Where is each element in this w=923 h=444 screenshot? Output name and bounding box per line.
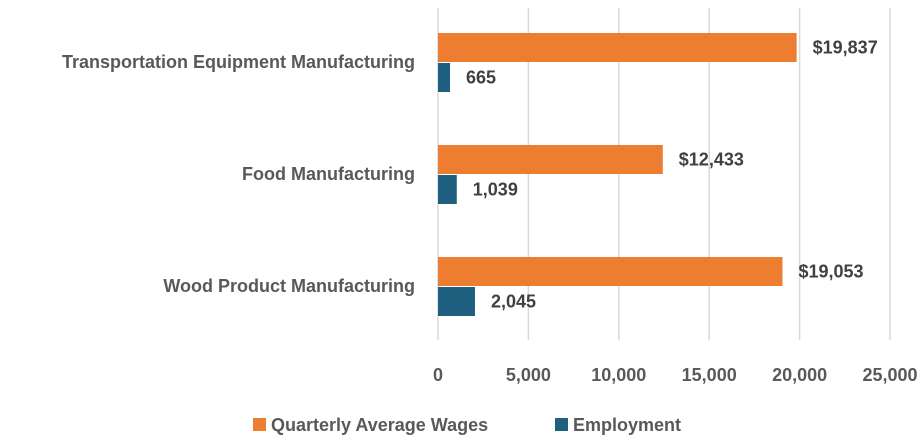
x-tick-label-4: 20,000: [772, 365, 827, 385]
data-label-employment-food-manufacturing: 1,039: [473, 180, 518, 200]
legend: Quarterly Average Wages Employment: [253, 415, 681, 435]
category-label-transportation-equipment-manufacturing: Transportation Equipment Manufacturing: [62, 52, 415, 72]
x-tick-label-0: 0: [433, 365, 443, 385]
bar-employment-wood-product-manufacturing: [438, 287, 475, 316]
x-tick-label-1: 5,000: [506, 365, 551, 385]
bar-employment-transportation-equipment-manufacturing: [438, 63, 451, 92]
data-label-employment-wood-product-manufacturing: 2,045: [491, 292, 536, 312]
bar-quarterly-average-wages-wood-product-manufacturing: [438, 257, 783, 286]
data-label-quarterly-average-wages-wood-product-manufacturing: $19,053: [798, 262, 863, 282]
bar-quarterly-average-wages-food-manufacturing: [438, 145, 663, 174]
bar-quarterly-average-wages-transportation-equipment-manufacturing: [438, 33, 797, 62]
data-label-quarterly-average-wages-food-manufacturing: $12,433: [679, 150, 744, 170]
x-axis-tick-labels: 0 5,000 10,000 15,000 20,000 25,000: [433, 365, 918, 385]
x-tick-label-3: 15,000: [682, 365, 737, 385]
legend-swatch-quarterly-average-wages: [253, 418, 266, 431]
bars: [438, 33, 797, 316]
category-label-wood-product-manufacturing: Wood Product Manufacturing: [163, 276, 415, 296]
legend-label-employment: Employment: [573, 415, 681, 435]
legend-swatch-employment: [555, 418, 568, 431]
x-tick-label-2: 10,000: [591, 365, 646, 385]
data-label-employment-transportation-equipment-manufacturing: 665: [466, 68, 496, 88]
data-label-quarterly-average-wages-transportation-equipment-manufacturing: $19,837: [813, 38, 878, 58]
category-label-food-manufacturing: Food Manufacturing: [242, 164, 415, 184]
category-labels: Transportation Equipment Manufacturing Fo…: [62, 52, 415, 296]
x-tick-label-5: 25,000: [862, 365, 917, 385]
legend-label-quarterly-average-wages: Quarterly Average Wages: [271, 415, 488, 435]
bar-employment-food-manufacturing: [438, 175, 457, 204]
data-labels: $19,837 665 $12,433 1,039 $19,053 2,045: [466, 38, 878, 312]
